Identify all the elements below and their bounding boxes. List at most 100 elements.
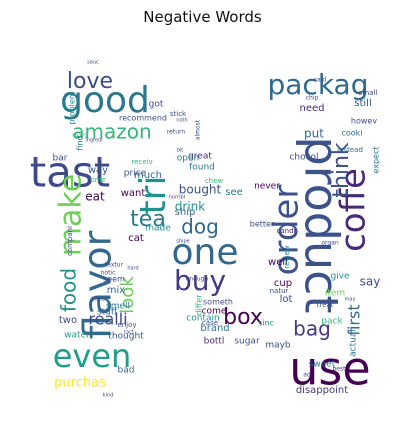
word-chang: chang bbox=[72, 133, 87, 139]
word-shipe: shipe bbox=[176, 239, 189, 245]
word-dog: dog bbox=[181, 215, 219, 239]
word-coffe: coffe bbox=[334, 168, 374, 252]
word-stick: stick bbox=[170, 110, 187, 118]
word-actual: actual bbox=[349, 329, 359, 357]
word-way: way bbox=[88, 165, 108, 176]
word-thought: thought bbox=[108, 332, 144, 342]
word-lot: lot bbox=[280, 294, 293, 305]
word-put: put bbox=[304, 127, 324, 141]
word-pack: pack bbox=[321, 317, 343, 327]
word-someth: someth bbox=[203, 298, 233, 307]
word-ingredi: ingredi bbox=[85, 138, 102, 144]
word-time: time bbox=[90, 176, 106, 184]
word-box: box bbox=[223, 305, 263, 330]
word-review: review bbox=[283, 245, 291, 268]
word-food: food bbox=[57, 268, 81, 312]
word-treat: treat bbox=[317, 301, 334, 309]
word-bad: bad bbox=[118, 366, 135, 376]
word-found: found bbox=[189, 163, 215, 173]
word-ship: ship bbox=[175, 207, 196, 218]
word-notic: notic bbox=[101, 270, 116, 277]
word-say: say bbox=[360, 275, 381, 289]
word-enough: enough bbox=[186, 276, 209, 283]
word-well: well bbox=[268, 257, 288, 268]
word-item: item bbox=[325, 289, 345, 299]
word-return: return bbox=[167, 129, 186, 136]
word-sugar: sugar bbox=[234, 337, 260, 347]
word-better: better bbox=[250, 220, 275, 229]
word-cat: cat bbox=[128, 233, 144, 244]
word-case: case bbox=[202, 319, 218, 327]
word-need: need bbox=[300, 103, 325, 114]
word-mayb: mayb bbox=[265, 341, 291, 351]
word-bottl: bottl bbox=[204, 337, 225, 347]
word-hard: hard bbox=[127, 266, 138, 272]
word-horribl: horribl bbox=[169, 195, 185, 201]
word-may: may bbox=[345, 297, 356, 303]
word-want: want bbox=[121, 188, 146, 199]
word-drink: drink bbox=[175, 200, 205, 214]
word-organ: organ bbox=[321, 240, 339, 247]
word-realli: realli bbox=[88, 310, 127, 329]
word-noth: noth bbox=[176, 118, 187, 124]
word-disappoint: disappoint bbox=[296, 385, 348, 396]
word-cup: cup bbox=[274, 278, 292, 289]
word-enjoy: enjoy bbox=[117, 321, 136, 329]
word-price: price bbox=[124, 169, 147, 179]
word-even: even bbox=[53, 337, 132, 375]
word-compani: compani bbox=[66, 226, 74, 256]
word-flavor: flavor bbox=[76, 230, 120, 339]
word-brand: brand bbox=[200, 323, 229, 334]
word-bar: bar bbox=[53, 154, 68, 164]
word-candi: candi bbox=[277, 227, 296, 235]
word-amazon: amazon bbox=[72, 120, 151, 144]
word-expect: expect bbox=[372, 146, 381, 173]
word-order: order bbox=[267, 185, 307, 276]
word-got: got bbox=[149, 100, 164, 110]
word-mix: mix bbox=[107, 285, 126, 296]
word-problem: problem bbox=[68, 91, 77, 124]
word-look: look bbox=[117, 276, 138, 314]
word-small: small bbox=[359, 89, 378, 97]
word-tri: tri bbox=[133, 176, 174, 215]
word-two: two bbox=[59, 315, 77, 326]
word-best: best bbox=[333, 366, 347, 373]
word-made: made bbox=[145, 224, 171, 234]
word-use: use bbox=[289, 342, 370, 396]
word-receiv: receiv bbox=[131, 158, 152, 166]
word-eat: eat bbox=[85, 190, 105, 204]
word-cooki: cooki bbox=[341, 129, 362, 138]
word-tea: tea bbox=[130, 207, 166, 232]
word-kind: kind bbox=[103, 393, 114, 399]
word-much: much bbox=[134, 170, 162, 181]
word-contain: contain bbox=[186, 314, 219, 324]
word-tact: tact bbox=[124, 330, 134, 336]
word-ad: ad bbox=[303, 372, 311, 379]
word-make: make bbox=[54, 174, 89, 256]
word-give: give bbox=[330, 272, 350, 282]
word-product: product bbox=[295, 137, 349, 314]
word-great: great bbox=[188, 152, 212, 162]
word-chip: chip bbox=[306, 95, 319, 102]
word-sweet: sweet bbox=[309, 360, 336, 370]
word-packag: packag bbox=[268, 68, 369, 101]
word-seem: seem bbox=[103, 275, 125, 284]
word-one: one bbox=[172, 232, 239, 273]
word-open: open bbox=[177, 154, 199, 164]
word-find: find bbox=[76, 135, 85, 150]
word-either: either bbox=[92, 297, 108, 303]
word-sinc: sinc bbox=[258, 319, 274, 328]
word-chew: chew bbox=[205, 177, 224, 185]
word-sauc: sauc bbox=[87, 60, 99, 66]
word-bought: bought bbox=[179, 183, 222, 197]
word-differ: differ bbox=[195, 294, 204, 316]
word-think: think bbox=[329, 142, 354, 198]
word-good: good bbox=[60, 80, 150, 121]
word-come: come bbox=[202, 307, 227, 317]
word-purchas: purchas bbox=[54, 376, 106, 391]
word-tast: tast bbox=[30, 148, 111, 197]
word-love: love bbox=[67, 69, 113, 94]
word-recommend: recommend bbox=[119, 114, 167, 123]
word-bag: bag bbox=[293, 317, 331, 341]
word-textur: textur bbox=[105, 262, 124, 269]
